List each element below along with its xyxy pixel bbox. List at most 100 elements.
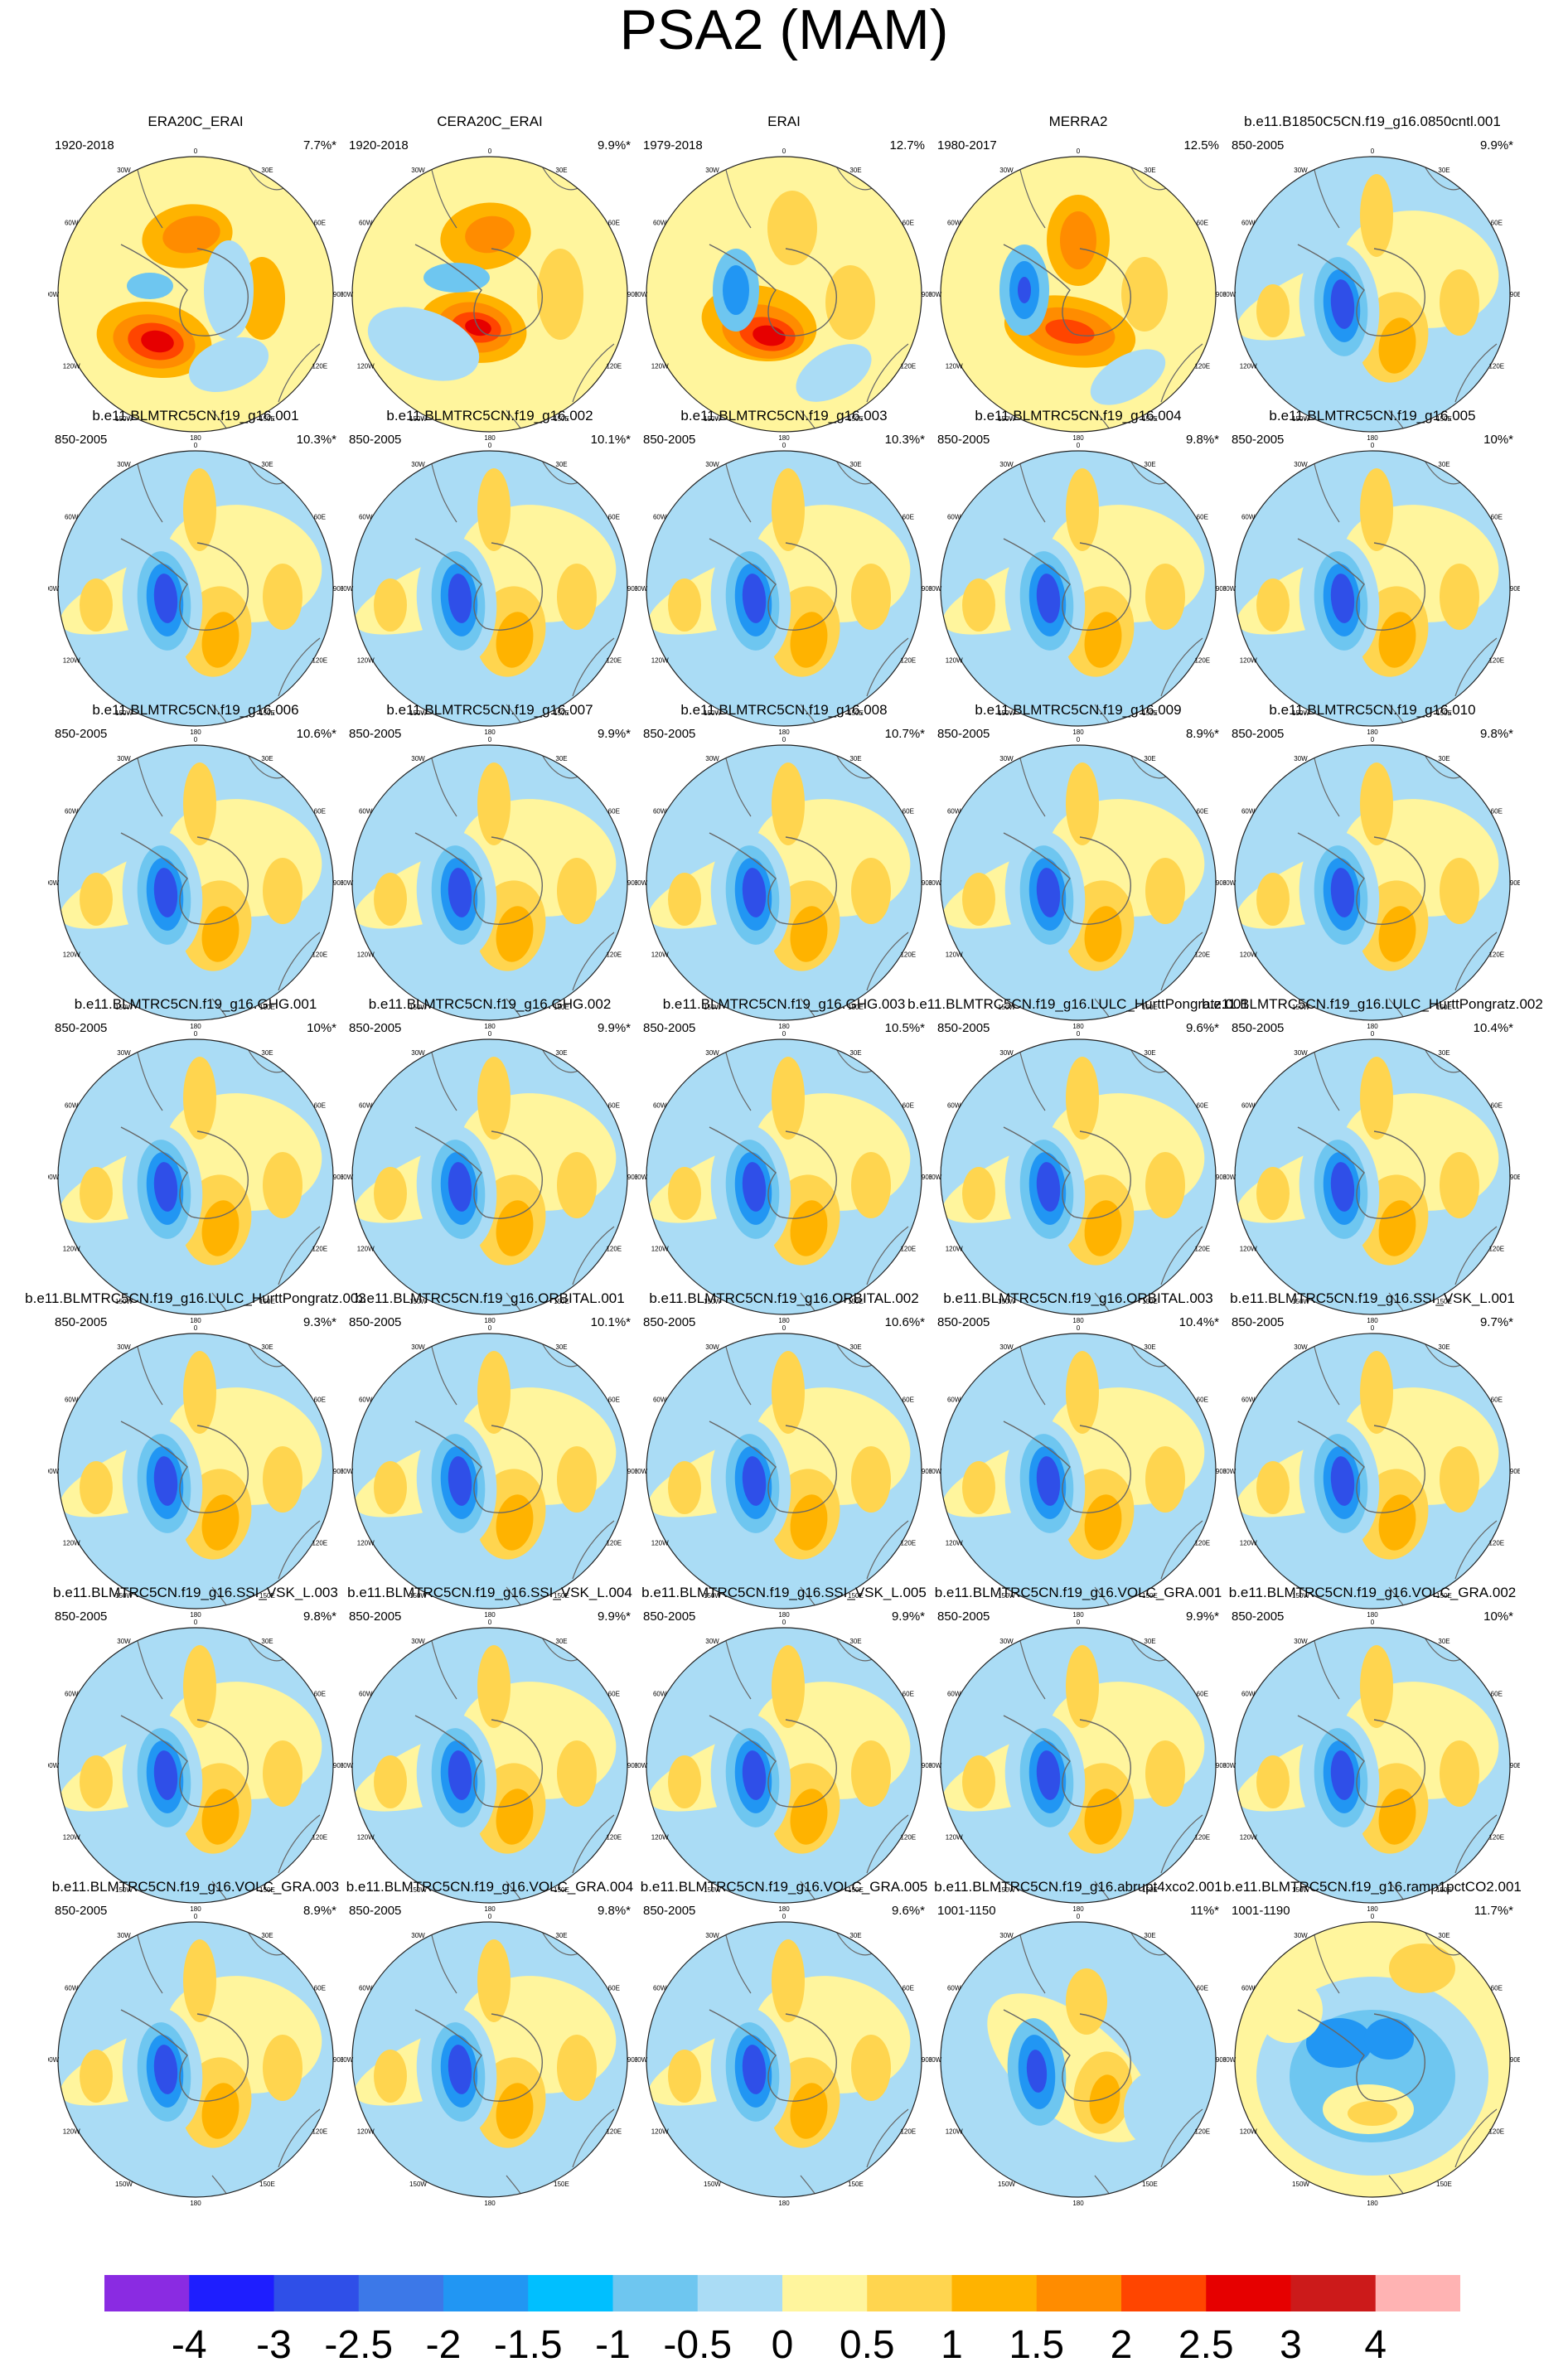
panel-variance: 10.7%* [884, 727, 925, 741]
polar-map: 0 30E 60E 90E 120E 150E 180 150W 120W 90W 60W 30W [342, 1324, 637, 1619]
antarctica-coastline [414, 1126, 543, 1219]
longitude-label: 90E [627, 1762, 637, 1769]
panel-period: 850-2005 [349, 433, 402, 447]
longitude-label: 90W [931, 585, 942, 593]
longitude-label: 90W [1225, 1174, 1236, 1181]
longitude-label: 150E [259, 1298, 275, 1305]
colorbar-swatch [951, 2275, 1038, 2311]
south-america-coast [1019, 1640, 1046, 1700]
longitude-label: 150E [554, 415, 569, 423]
longitude-label: 150E [1436, 1592, 1452, 1600]
panel-variance: 9.6%* [1185, 1021, 1219, 1035]
panel-period: 850-2005 [643, 727, 696, 741]
longitude-label: 30E [1144, 461, 1155, 468]
longitude-label: 30E [849, 1932, 861, 1939]
map-panel: b.e11.BLMTRC5CN.f19_g16.010 850-2005 9.8%*… [1225, 702, 1520, 1030]
antarctica-coastline [414, 244, 543, 336]
longitude-label: 60W [653, 1396, 667, 1404]
map-rim [940, 744, 1217, 1021]
polar-map: 0 30E 60E 90E 120E 150E 180 150W 120W 90W 60W 30W [931, 1324, 1226, 1619]
contour-region [742, 868, 767, 917]
polar-map: 0 30E 60E 90E 120E 150E 180 150W 120W 90W 60W 30W [48, 148, 343, 442]
contour-region [183, 1939, 216, 2022]
map-rim [351, 1333, 628, 1609]
contour-region [851, 1152, 891, 1218]
panel-period: 850-2005 [55, 1904, 108, 1918]
south-america-coast [725, 463, 752, 523]
longitude-label: 150W [704, 1298, 721, 1305]
panel-title: b.e11.BLMTRC5CN.f19_g16.SSI_VSK_L.001 [1230, 1290, 1515, 1306]
contour-region [1145, 858, 1185, 924]
contour-region [1398, 639, 1479, 712]
longitude-label: 120E [606, 1246, 622, 1253]
longitude-label: 120E [1488, 1540, 1504, 1547]
australia-coast [278, 2108, 321, 2168]
longitude-label: 150E [1436, 415, 1452, 423]
longitude-label: 0 [782, 1619, 786, 1626]
colorbar-swatch [358, 2275, 444, 2311]
map-panel: b.e11.BLMTRC5CN.f19_g16.ramp1pctCO2.001 1… [1223, 1879, 1522, 2207]
longitude-label: 120W [946, 1246, 963, 1253]
contour-region [790, 1200, 828, 1256]
contour-region [668, 1167, 701, 1220]
australia-coast [866, 1814, 909, 1874]
panel-period: 850-2005 [937, 727, 990, 741]
panel-title: b.e11.BLMTRC5CN.f19_g16.GHG.002 [368, 996, 612, 1012]
south-america-coast [1019, 169, 1046, 229]
map-rim [57, 1921, 334, 2198]
panel-title: ERAI [767, 114, 801, 129]
contour-region [496, 1494, 534, 1551]
longitude-label: 150E [259, 2181, 275, 2188]
polar-map: 0 30E 60E 90E 120E 150E 180 150W 120W 90W 60W 30W [636, 442, 932, 736]
longitude-label: 30E [849, 461, 861, 468]
contour-region [183, 1645, 216, 1728]
australia-coast [572, 2108, 615, 2168]
south-america-coast [137, 463, 163, 523]
contour-region [1348, 2101, 1397, 2126]
longitude-label: 60W [1241, 1985, 1256, 1992]
australia-coast [866, 343, 909, 403]
contour-region [221, 2110, 302, 2183]
longitude-label: 90E [922, 879, 932, 887]
longitude-label: 60E [314, 1396, 326, 1404]
polar-map: 0 30E 60E 90E 120E 150E 180 150W 120W 90W 60W 30W [636, 148, 932, 442]
longitude-label: 150W [409, 415, 427, 423]
australia-coast [1160, 2108, 1203, 2168]
panel-period: 850-2005 [1232, 1609, 1285, 1624]
contour-region [825, 265, 875, 340]
longitude-label: 180 [778, 434, 790, 442]
map-rim [1234, 1921, 1511, 2198]
contour-region [515, 639, 597, 712]
longitude-label: 150W [1292, 2181, 1309, 2188]
panel-variance: 9.9%* [1185, 1609, 1219, 1624]
antarctica-coastline [120, 1715, 249, 1808]
colorbar-swatch [782, 2275, 868, 2311]
contour-region [221, 1816, 302, 1889]
longitude-label: 120E [312, 363, 327, 370]
longitude-label: 0 [488, 1619, 492, 1626]
map-rim [1234, 1627, 1511, 1904]
panel-period: 850-2005 [55, 433, 108, 447]
contour-region [668, 578, 701, 632]
colorbar-swatch [273, 2275, 360, 2311]
longitude-label: 30W [411, 1932, 425, 1939]
contour-region [1066, 1351, 1099, 1434]
longitude-label: 120W [946, 363, 963, 370]
longitude-label: 60W [947, 1985, 961, 1992]
longitude-label: 120E [1194, 1834, 1210, 1842]
longitude-label: 90W [342, 2056, 354, 2064]
longitude-label: 120E [312, 1246, 327, 1253]
contour-region [962, 873, 995, 926]
australia-coast [572, 637, 615, 697]
longitude-label: 150W [998, 1592, 1015, 1600]
map-rim [57, 156, 334, 433]
contour-region [1256, 284, 1290, 337]
contour-region [448, 1456, 472, 1506]
map-panel: b.e11.BLMTRC5CN.f19_g16.VOLC_GRA.002 850-… [1225, 1585, 1520, 1913]
map-panel: b.e11.BLMTRC5CN.f19_g16.LULC_HurttPongra… [907, 996, 1249, 1324]
longitude-label: 180 [484, 728, 496, 736]
longitude-label: 90W [48, 879, 60, 887]
contour-region [1089, 2074, 1120, 2124]
antarctica-coastline [414, 538, 543, 631]
longitude-label: 0 [488, 148, 492, 155]
